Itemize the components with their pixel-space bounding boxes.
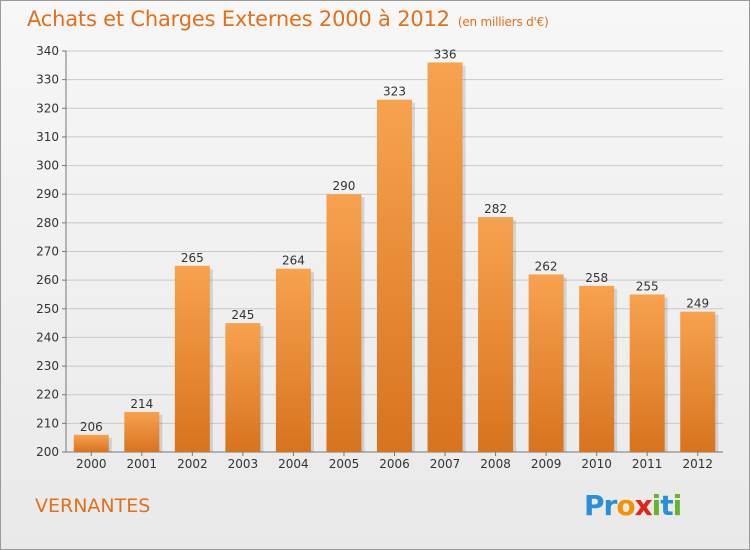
logo-letter: r [603, 489, 618, 522]
y-tick-label: 250 [36, 302, 59, 316]
x-tick-label: 2000 [76, 457, 107, 471]
y-tick-label: 330 [36, 73, 59, 87]
place-name: VERNANTES [35, 495, 151, 517]
logo-letter: i [672, 489, 683, 522]
data-label: 282 [484, 202, 507, 216]
x-tick-label: 2007 [430, 457, 461, 471]
data-label: 265 [181, 251, 204, 265]
x-tick-label: 2003 [228, 457, 259, 471]
bar [326, 194, 362, 452]
bar [427, 62, 463, 452]
y-tick-label: 200 [36, 445, 59, 459]
data-label: 258 [585, 271, 608, 285]
x-tick-label: 2006 [379, 457, 410, 471]
y-tick-label: 320 [36, 101, 59, 115]
bar [478, 217, 514, 452]
y-tick-label: 210 [36, 416, 59, 430]
y-tick-label: 280 [36, 216, 59, 230]
chart-title: Achats et Charges Externes 2000 à 2012 (e… [27, 7, 549, 31]
y-tick-label: 240 [36, 330, 59, 344]
data-label: 255 [636, 279, 659, 293]
data-label: 245 [231, 308, 254, 322]
bar [275, 268, 311, 452]
bar [73, 434, 109, 452]
x-tick-label: 2012 [682, 457, 713, 471]
x-tick-label: 2011 [632, 457, 663, 471]
title-unit: (en milliers d'€) [457, 15, 549, 29]
bar [174, 265, 210, 452]
x-tick-label: 2004 [278, 457, 309, 471]
logo-letter: o [616, 489, 635, 522]
data-label: 264 [282, 254, 305, 268]
logo-letter: P [584, 489, 605, 522]
y-tick-label: 230 [36, 359, 59, 373]
logo-letter: t [660, 489, 673, 522]
bar [629, 294, 665, 452]
bar [225, 323, 261, 452]
data-label: 323 [383, 85, 406, 99]
bar [680, 311, 716, 452]
x-tick-label: 2002 [177, 457, 208, 471]
y-tick-label: 260 [36, 273, 59, 287]
bar [377, 99, 412, 452]
y-tick-label: 270 [36, 245, 59, 259]
bar [579, 285, 615, 452]
data-label: 206 [80, 420, 103, 434]
data-label: 290 [333, 179, 356, 193]
x-tick-label: 2009 [531, 457, 562, 471]
title-text: Achats et Charges Externes 2000 à 2012 [27, 7, 450, 31]
y-tick-label: 290 [36, 187, 59, 201]
x-tick-label: 2005 [329, 457, 360, 471]
logo-letter: x [634, 489, 653, 522]
y-tick-label: 310 [36, 130, 59, 144]
logo-letter: i [651, 489, 662, 522]
data-label: 336 [434, 47, 457, 61]
x-tick-label: 2001 [127, 457, 158, 471]
bar [528, 274, 564, 452]
data-label: 249 [686, 297, 709, 311]
bar [124, 411, 160, 452]
proxiti-logo: Proxiti [584, 489, 683, 522]
data-label: 262 [535, 259, 558, 273]
x-tick-label: 2008 [480, 457, 511, 471]
y-tick-label: 300 [36, 159, 59, 173]
y-tick-label: 220 [36, 388, 59, 402]
x-tick-label: 2010 [581, 457, 612, 471]
y-tick-label: 340 [36, 44, 59, 58]
data-label: 214 [130, 397, 153, 411]
